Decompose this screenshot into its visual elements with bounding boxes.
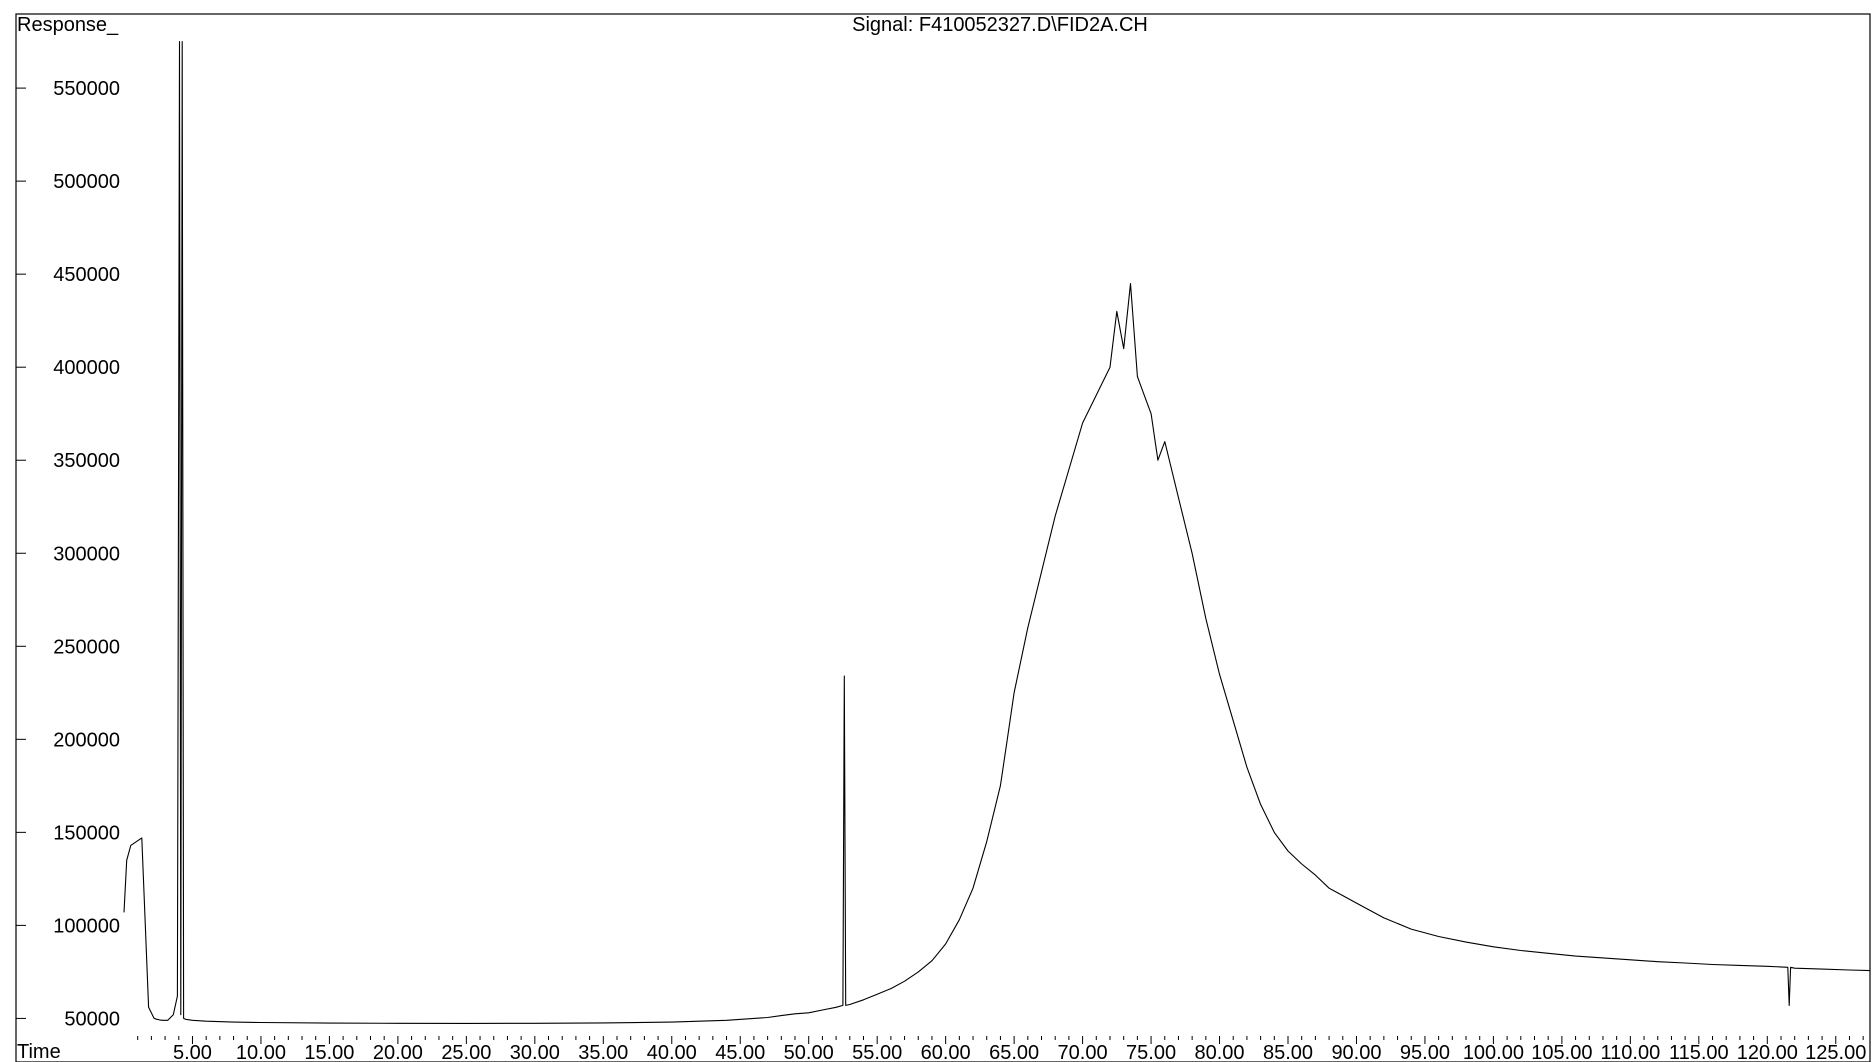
x-tick-label: 75.00 [1126, 1042, 1176, 1062]
x-tick-label: 125.00 [1805, 1042, 1866, 1062]
y-tick-label: 450000 [53, 264, 120, 286]
x-tick-label: 100.00 [1463, 1042, 1524, 1062]
y-tick-label: 550000 [53, 78, 120, 100]
x-tick-label: 35.00 [578, 1042, 628, 1062]
y-tick-label: 100000 [53, 915, 120, 937]
x-tick-label: 85.00 [1263, 1042, 1313, 1062]
x-tick-label: 15.00 [304, 1042, 354, 1062]
x-tick-label: 105.00 [1531, 1042, 1592, 1062]
y-tick-label: 300000 [53, 543, 120, 565]
y-tick-label: 400000 [53, 357, 120, 379]
x-tick-label: 30.00 [510, 1042, 560, 1062]
x-tick-label: 110.00 [1601, 1042, 1661, 1062]
x-tick-label: 95.00 [1400, 1042, 1450, 1062]
x-tick-label: 70.00 [1058, 1042, 1108, 1062]
y-tick-label: 50000 [64, 1008, 120, 1030]
x-tick-label: 60.00 [921, 1042, 971, 1062]
x-tick-label: 45.00 [715, 1042, 765, 1062]
y-tick-label: 150000 [53, 822, 120, 844]
y-tick-label: 200000 [53, 729, 120, 751]
chart-title: Signal: F410052327.D\FID2A.CH [852, 14, 1148, 36]
plot-frame [15, 13, 1871, 1062]
y-tick-label: 250000 [53, 636, 120, 658]
y-axis-ticks: 50000 100000 150000 200000 250000 300000 35000… [16, 78, 120, 1030]
y-tick-label: 500000 [53, 171, 120, 193]
x-tick-label: 40.00 [647, 1042, 697, 1062]
x-tick-label: 50.00 [784, 1042, 834, 1062]
x-tick-label: 120.00 [1737, 1042, 1798, 1062]
x-tick-label: 10.00 [236, 1042, 286, 1062]
x-tick-label: 115.00 [1669, 1042, 1729, 1062]
x-tick-label: 90.00 [1331, 1042, 1381, 1062]
x-tick-label: 5.00 [173, 1042, 212, 1062]
x-tick-label: 25.00 [441, 1042, 491, 1062]
x-axis-label: Time [17, 1041, 61, 1062]
signal-trace [123, 41, 1871, 1024]
x-tick-label: 80.00 [1194, 1042, 1244, 1062]
y-axis-label: Response_ [17, 14, 119, 36]
x-tick-label: 20.00 [373, 1042, 423, 1062]
x-axis-ticks: 5.00 10.00 15.00 20.00 25.00 30.00 35.00 40.00 4… [137, 1036, 1866, 1062]
x-tick-label: 55.00 [852, 1042, 902, 1062]
x-tick-label: 65.00 [989, 1042, 1039, 1062]
y-tick-label: 350000 [53, 450, 120, 472]
